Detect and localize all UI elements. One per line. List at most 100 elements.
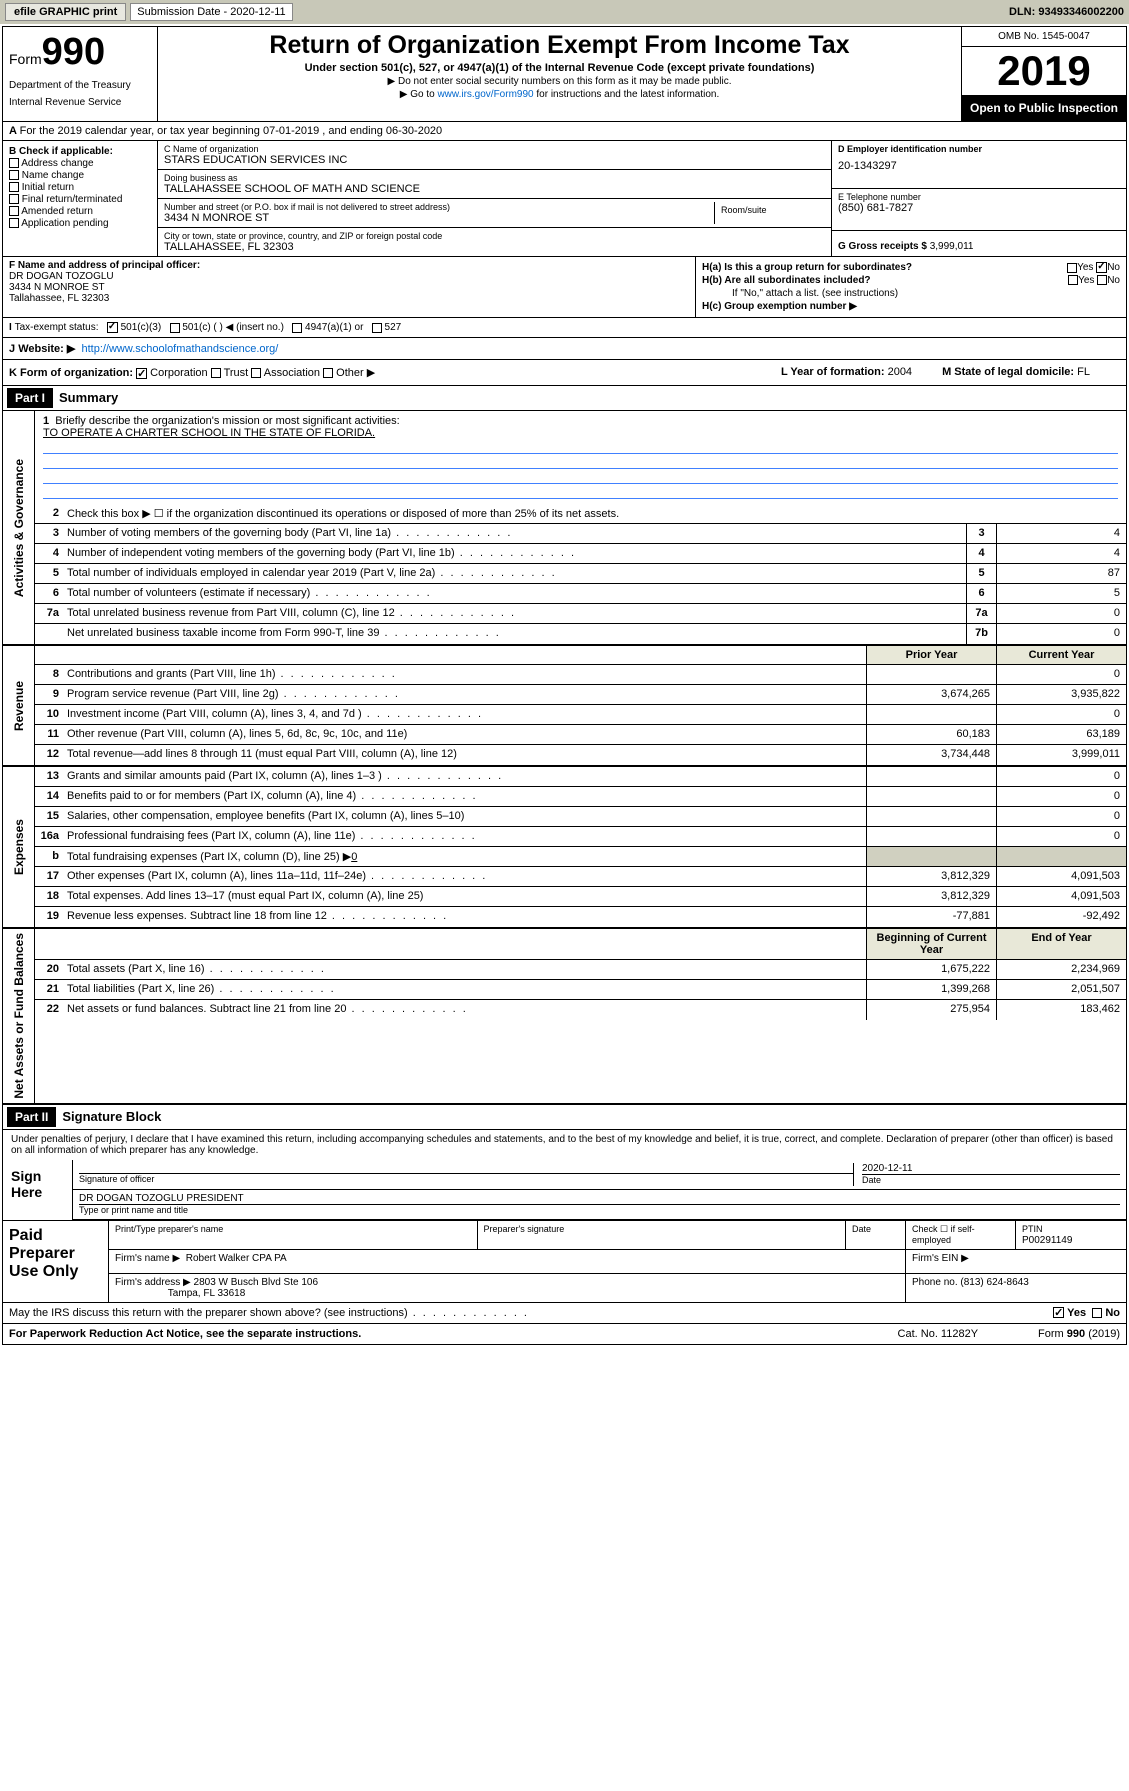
v5: 87 bbox=[996, 564, 1126, 583]
l9: Program service revenue (Part VIII, line… bbox=[63, 685, 866, 704]
l17: Other expenses (Part IX, column (A), lin… bbox=[63, 867, 866, 886]
chk-app-pending[interactable] bbox=[9, 218, 19, 228]
mission-text: TO OPERATE A CHARTER SCHOOL IN THE STATE… bbox=[43, 427, 1118, 439]
addr-label: Number and street (or P.O. box if mail i… bbox=[164, 202, 714, 212]
open-to-public: Open to Public Inspection bbox=[962, 95, 1126, 121]
form-990: Form990 Department of the Treasury Inter… bbox=[2, 26, 1127, 1345]
block-b-checkboxes: B Check if applicable: Address change Na… bbox=[3, 141, 158, 256]
org-name: STARS EDUCATION SERVICES INC bbox=[164, 154, 825, 166]
chk-hb-no[interactable] bbox=[1097, 275, 1107, 285]
ein-label: D Employer identification number bbox=[838, 144, 982, 154]
v4: 4 bbox=[996, 544, 1126, 563]
l2: Check this box ▶ ☐ if the organization d… bbox=[63, 504, 1126, 523]
side-revenue: Revenue bbox=[10, 677, 28, 735]
sig-date: 2020-12-11 bbox=[862, 1163, 1120, 1174]
officer-addr1: 3434 N MONROE ST bbox=[9, 282, 689, 293]
chk-527[interactable] bbox=[372, 323, 382, 333]
chk-501c3[interactable] bbox=[107, 322, 118, 333]
chk-corp[interactable] bbox=[136, 368, 147, 379]
chk-address-change[interactable] bbox=[9, 158, 19, 168]
chk-ha-no[interactable] bbox=[1096, 262, 1107, 273]
chk-assoc[interactable] bbox=[251, 368, 261, 378]
hdr-eoy: End of Year bbox=[996, 929, 1126, 959]
l8: Contributions and grants (Part VIII, lin… bbox=[63, 665, 866, 684]
state-domicile: FL bbox=[1077, 366, 1090, 378]
l6: Total number of volunteers (estimate if … bbox=[63, 584, 966, 603]
chk-hb-yes[interactable] bbox=[1068, 275, 1078, 285]
chk-final-return[interactable] bbox=[9, 194, 19, 204]
form-subtitle: Under section 501(c), 527, or 4947(a)(1)… bbox=[166, 62, 953, 74]
l7b: Net unrelated business taxable income fr… bbox=[63, 624, 966, 644]
form-footer: Form 990 (2019) bbox=[1038, 1328, 1120, 1340]
firm-phone: (813) 624-8643 bbox=[960, 1277, 1028, 1288]
chk-discuss-no[interactable] bbox=[1092, 1308, 1102, 1318]
l19: Revenue less expenses. Subtract line 18 … bbox=[63, 907, 866, 927]
chk-discuss-yes[interactable] bbox=[1053, 1307, 1064, 1318]
l21: Total liabilities (Part X, line 26) bbox=[63, 980, 866, 999]
phone-label: E Telephone number bbox=[838, 192, 1120, 202]
city-state-zip: TALLAHASSEE, FL 32303 bbox=[164, 241, 825, 253]
chk-other[interactable] bbox=[323, 368, 333, 378]
phone: (850) 681-7827 bbox=[838, 202, 1120, 214]
l15: Salaries, other compensation, employee b… bbox=[63, 807, 866, 826]
officer-name-title: DR DOGAN TOZOGLU PRESIDENT bbox=[79, 1193, 244, 1204]
city-label: City or town, state or province, country… bbox=[164, 231, 825, 241]
hdr-current: Current Year bbox=[996, 646, 1126, 664]
hdr-prior: Prior Year bbox=[866, 646, 996, 664]
org-name-label: C Name of organization bbox=[164, 144, 825, 154]
sign-here-label: Sign Here bbox=[3, 1160, 73, 1220]
side-expenses: Expenses bbox=[10, 815, 28, 879]
chk-amended[interactable] bbox=[9, 206, 19, 216]
row-i-tax-status: I Tax-exempt status: 501(c)(3) 501(c) ( … bbox=[3, 318, 1126, 338]
l14: Benefits paid to or for members (Part IX… bbox=[63, 787, 866, 806]
perjury-declaration: Under penalties of perjury, I declare th… bbox=[3, 1130, 1126, 1160]
discuss-preparer: May the IRS discuss this return with the… bbox=[9, 1307, 1053, 1319]
sig-officer-label: Signature of officer bbox=[79, 1174, 154, 1184]
irs-link[interactable]: www.irs.gov/Form990 bbox=[437, 89, 533, 100]
chk-501c[interactable] bbox=[170, 323, 180, 333]
officer-addr2: Tallahassee, FL 32303 bbox=[9, 293, 689, 304]
chk-ha-yes[interactable] bbox=[1067, 263, 1077, 273]
paid-preparer-label: Paid Preparer Use Only bbox=[3, 1221, 108, 1302]
room-label: Room/suite bbox=[721, 205, 819, 215]
topbar: efile GRAPHIC print Submission Date - 20… bbox=[0, 0, 1129, 24]
ha-label: H(a) Is this a group return for subordin… bbox=[702, 262, 912, 273]
tax-year: 2019 bbox=[962, 47, 1126, 95]
ssn-note: ▶ Do not enter social security numbers o… bbox=[166, 76, 953, 87]
chk-initial-return[interactable] bbox=[9, 182, 19, 192]
l5: Total number of individuals employed in … bbox=[63, 564, 966, 583]
form-number: Form990 bbox=[9, 31, 151, 74]
chk-trust[interactable] bbox=[211, 368, 221, 378]
part1-title: Summary bbox=[53, 390, 118, 405]
firm-addr1: 2803 W Busch Blvd Ste 106 bbox=[194, 1277, 319, 1288]
irs-link-note: ▶ Go to www.irs.gov/Form990 for instruct… bbox=[166, 89, 953, 100]
chk-4947[interactable] bbox=[292, 323, 302, 333]
efile-print-button[interactable]: efile GRAPHIC print bbox=[5, 3, 126, 21]
dln: DLN: 93493346002200 bbox=[1009, 6, 1124, 18]
year-formation: 2004 bbox=[888, 366, 912, 378]
l10: Investment income (Part VIII, column (A)… bbox=[63, 705, 866, 724]
firm-addr2: Tampa, FL 33618 bbox=[168, 1288, 245, 1299]
ein: 20-1343297 bbox=[838, 160, 1120, 172]
firm-name: Robert Walker CPA PA bbox=[186, 1253, 287, 1264]
l7a: Total unrelated business revenue from Pa… bbox=[63, 604, 966, 623]
v6: 5 bbox=[996, 584, 1126, 603]
l3: Number of voting members of the governin… bbox=[63, 524, 966, 543]
side-netassets: Net Assets or Fund Balances bbox=[10, 929, 28, 1103]
ptin: P00291149 bbox=[1022, 1235, 1072, 1246]
l16b: Total fundraising expenses (Part IX, col… bbox=[63, 847, 866, 866]
website-link[interactable]: http://www.schoolofmathandscience.org/ bbox=[81, 343, 278, 355]
gross-receipts: 3,999,011 bbox=[930, 241, 974, 252]
tax-year-range: A For the 2019 calendar year, or tax yea… bbox=[3, 122, 448, 140]
l4: Number of independent voting members of … bbox=[63, 544, 966, 563]
v7a: 0 bbox=[996, 604, 1126, 623]
l16a: Professional fundraising fees (Part IX, … bbox=[63, 827, 866, 846]
hc-label: H(c) Group exemption number ▶ bbox=[702, 301, 857, 312]
l18: Total expenses. Add lines 13–17 (must eq… bbox=[63, 887, 866, 906]
omb-number: OMB No. 1545-0047 bbox=[962, 27, 1126, 47]
dba: TALLAHASSEE SCHOOL OF MATH AND SCIENCE bbox=[164, 183, 825, 195]
part1-header: Part I bbox=[7, 388, 53, 408]
hb-note: If "No," attach a list. (see instruction… bbox=[702, 288, 1120, 299]
chk-name-change[interactable] bbox=[9, 170, 19, 180]
name-title-label: Type or print name and title bbox=[79, 1205, 188, 1215]
